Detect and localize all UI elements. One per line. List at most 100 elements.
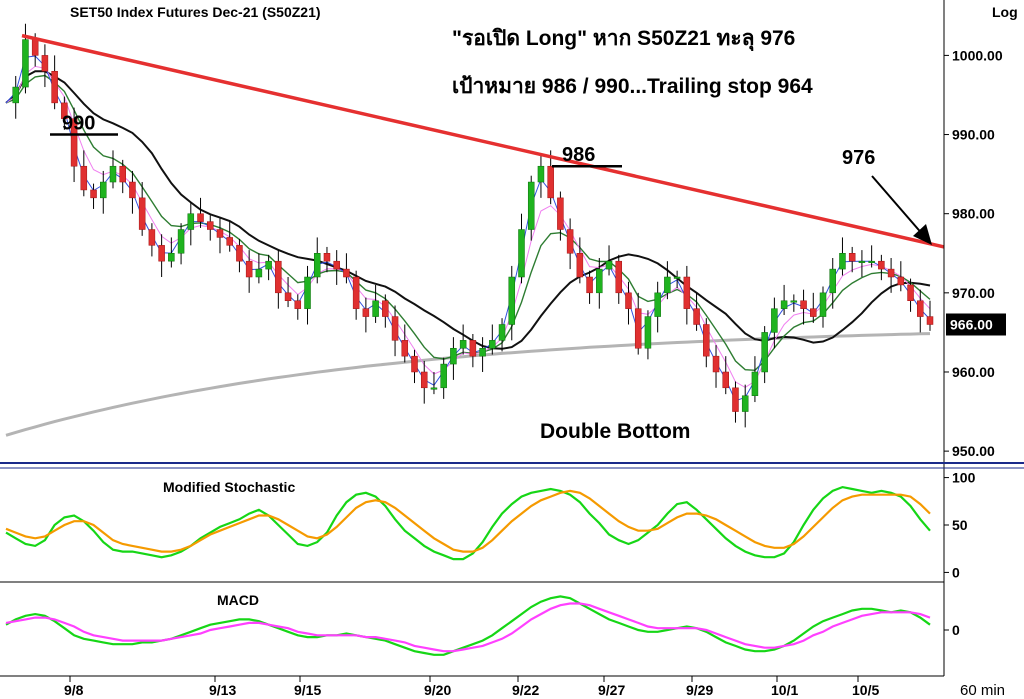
candle-body xyxy=(226,237,233,246)
indicator-tick-label: 50 xyxy=(952,517,968,533)
x-tick-label: 9/20 xyxy=(424,682,451,698)
candle-body xyxy=(848,253,856,262)
candle-body xyxy=(304,276,311,309)
last-price-badge xyxy=(946,313,1006,336)
candle-body xyxy=(109,165,117,183)
candle-body xyxy=(489,340,496,349)
stochastic-title: Modified Stochastic xyxy=(163,479,295,495)
stochastic-k-line xyxy=(5,485,931,561)
x-tick-label: 9/15 xyxy=(294,682,321,698)
candle-body xyxy=(625,292,632,309)
candle-body xyxy=(683,276,691,309)
candle-body xyxy=(479,347,486,357)
price-tick-label: 970.00 xyxy=(952,285,995,301)
candle-body xyxy=(644,316,652,349)
candle-body xyxy=(664,276,671,294)
candle-body xyxy=(391,316,399,341)
candle-body xyxy=(527,181,535,230)
candle-body xyxy=(790,300,798,303)
candle-body xyxy=(557,197,564,230)
x-tick-label: 9/27 xyxy=(598,682,625,698)
indicator-tick-label: 0 xyxy=(952,564,960,580)
candle-body xyxy=(615,260,623,294)
candle-body xyxy=(70,118,78,167)
price-tick-label: 1000.00 xyxy=(952,47,1003,63)
annotation-line-2: เป้าหมาย 986 / 990...Trailing stop 964 xyxy=(452,74,813,98)
candle-body xyxy=(732,387,739,412)
candle-body xyxy=(586,276,593,294)
macd-title: MACD xyxy=(217,592,259,608)
candle-body xyxy=(810,308,817,317)
indicator-tick-label: 0 xyxy=(952,622,960,638)
candle-body xyxy=(673,276,681,279)
x-tick-label: 9/29 xyxy=(686,682,713,698)
candle-body xyxy=(887,268,895,278)
level-990-label: 990 xyxy=(62,113,95,135)
candle-body xyxy=(654,292,661,317)
candle-body xyxy=(255,268,263,278)
candle-body xyxy=(12,86,19,104)
candle-body xyxy=(119,165,126,183)
candle-body xyxy=(771,308,778,333)
candle-body xyxy=(780,300,788,309)
candle-body xyxy=(333,260,340,270)
candle-body xyxy=(450,347,457,365)
candle-body xyxy=(284,292,292,302)
candle-body xyxy=(712,355,720,373)
candle-body xyxy=(751,371,759,396)
candle-body xyxy=(878,260,885,270)
candle-body xyxy=(596,268,603,294)
candle-body xyxy=(245,260,253,278)
candle-body xyxy=(61,102,68,119)
candle-body xyxy=(51,70,58,104)
candle-body xyxy=(158,245,165,262)
level-976-label: 976 xyxy=(842,147,875,169)
candle-body xyxy=(722,371,729,389)
macd-signal-line xyxy=(5,602,931,653)
ma-green-line xyxy=(5,74,931,372)
candle-body xyxy=(343,268,350,278)
candle-body xyxy=(129,181,136,199)
price-tick-label: 950.00 xyxy=(952,443,995,459)
candle-body xyxy=(576,253,584,278)
price-tick-label: 960.00 xyxy=(952,364,995,380)
candle-body xyxy=(868,260,875,263)
candle-body xyxy=(236,245,243,262)
candle-body xyxy=(22,39,29,88)
macd-line xyxy=(5,595,931,656)
candle-body xyxy=(839,253,846,270)
candle-body xyxy=(313,253,321,278)
candle-body xyxy=(420,371,428,389)
scale-label: Log xyxy=(992,4,1018,20)
candle-body xyxy=(498,324,506,341)
candle-body xyxy=(518,229,525,278)
x-tick-label: 9/8 xyxy=(64,682,84,698)
candle-body xyxy=(634,308,642,349)
x-tick-label: 10/5 xyxy=(852,682,879,698)
candle-body xyxy=(187,213,195,230)
ma-pink-line xyxy=(5,65,931,388)
chart-title: SET50 Index Futures Dec-21 (S50Z21) xyxy=(70,4,321,20)
candle-body xyxy=(382,300,389,317)
candle-body xyxy=(265,260,272,270)
candle-body xyxy=(459,340,467,349)
candle-body xyxy=(926,316,934,325)
timeframe-label: 60 min xyxy=(960,682,1005,699)
candle-body xyxy=(819,292,827,317)
candle-body xyxy=(430,387,438,390)
candle-body xyxy=(703,324,710,357)
candle-body xyxy=(508,276,516,325)
double-bottom-label: Double Bottom xyxy=(540,420,690,443)
candle-body xyxy=(401,340,409,357)
candle-body xyxy=(693,308,700,325)
candle-body xyxy=(537,165,545,183)
candle-body xyxy=(197,213,204,222)
indicator-tick-label: 100 xyxy=(952,470,976,486)
candle-body xyxy=(829,268,836,294)
candle-body xyxy=(80,165,88,191)
candle-body xyxy=(917,300,924,317)
annotation-line-1: "รอเปิด Long" หาก S50Z21 ทะลุ 976 xyxy=(452,27,795,52)
candle-body xyxy=(469,340,477,357)
candle-body xyxy=(411,355,418,373)
